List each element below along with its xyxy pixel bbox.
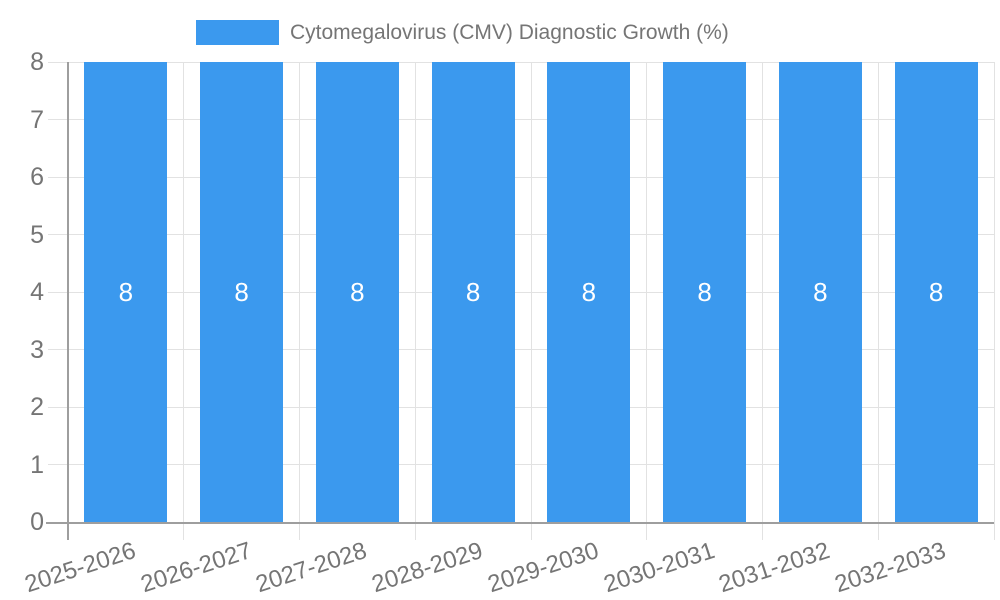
bar-2031-2032[interactable] xyxy=(778,62,862,522)
y-tick-label: 6 xyxy=(30,163,44,191)
gridline-h xyxy=(48,406,994,408)
bar-2026-2027[interactable] xyxy=(200,62,284,522)
bar-value-label: 8 xyxy=(928,277,944,307)
gridline-h xyxy=(48,464,994,465)
bar-2028-2029[interactable] xyxy=(431,62,515,522)
y-tick-label: 2 xyxy=(30,393,44,421)
gridline-h xyxy=(48,349,994,350)
gridline-h xyxy=(48,119,994,120)
bar-value-label: 8 xyxy=(465,277,481,307)
bar-2027-2028[interactable] xyxy=(315,62,399,522)
gridline-h xyxy=(48,176,994,178)
gridline-v xyxy=(762,62,763,540)
gridline-v xyxy=(530,62,532,540)
y-tick-label: 7 xyxy=(30,105,44,134)
bar-2030-2031[interactable] xyxy=(663,62,747,522)
y-tick-label: 8 xyxy=(30,48,44,76)
gridline-h xyxy=(48,234,994,235)
gridline-v xyxy=(877,62,879,540)
bar-2032-2033[interactable] xyxy=(894,62,978,522)
y-tick-label: 3 xyxy=(30,335,44,364)
gridline-h xyxy=(48,61,994,63)
legend-swatch xyxy=(196,20,279,45)
bar-value-label: 8 xyxy=(234,277,249,307)
y-tick-label: 4 xyxy=(30,278,44,306)
y-tick-label: 1 xyxy=(30,450,44,479)
y-axis-line xyxy=(67,62,69,540)
bar-value-label: 8 xyxy=(118,277,134,307)
bar-value-label: 8 xyxy=(581,277,597,307)
y-tick-label: 5 xyxy=(30,220,44,249)
gridline-v xyxy=(299,62,300,540)
gridline-h xyxy=(48,291,994,293)
gridline-v xyxy=(646,62,648,540)
y-tick-label: 0 xyxy=(30,508,44,536)
bar-2029-2030[interactable] xyxy=(547,62,631,522)
gridline-v xyxy=(993,62,995,540)
chart-legend[interactable]: Cytomegalovirus (CMV) Diagnostic Growth … xyxy=(196,20,729,45)
x-axis-line xyxy=(46,522,994,524)
bar-2025-2026[interactable] xyxy=(84,62,168,522)
gridline-v xyxy=(183,62,185,540)
gridline-v xyxy=(414,62,416,540)
bar-value-label: 8 xyxy=(350,277,365,307)
legend-label: Cytomegalovirus (CMV) Diagnostic Growth … xyxy=(290,21,729,44)
bar-value-label: 8 xyxy=(813,277,828,307)
bar-value-label: 8 xyxy=(697,277,712,307)
